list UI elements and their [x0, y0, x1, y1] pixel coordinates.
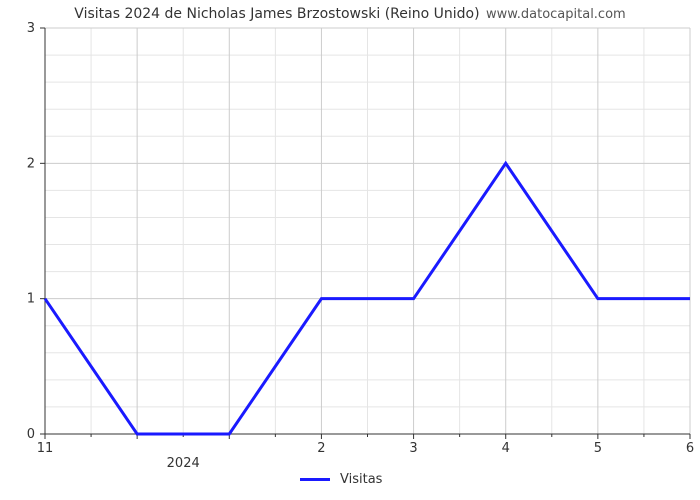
- svg-text:3: 3: [27, 21, 35, 36]
- legend-swatch: [300, 478, 330, 481]
- legend: Visitas: [300, 472, 382, 487]
- svg-text:3: 3: [409, 441, 417, 456]
- svg-text:11: 11: [37, 441, 54, 456]
- svg-text:6: 6: [686, 441, 694, 456]
- svg-text:2: 2: [317, 441, 325, 456]
- svg-text:5: 5: [594, 441, 602, 456]
- legend-label: Visitas: [340, 472, 382, 487]
- svg-text:0: 0: [27, 427, 35, 442]
- svg-text:4: 4: [502, 441, 510, 456]
- chart-plot-area: 0 1 2 3 11 2 3 4 5 6 2024: [0, 0, 700, 500]
- line-chart: Visitas 2024 de Nicholas James Brzostows…: [0, 0, 700, 500]
- svg-text:2024: 2024: [167, 456, 200, 471]
- svg-text:2: 2: [27, 156, 35, 171]
- svg-text:1: 1: [27, 292, 35, 307]
